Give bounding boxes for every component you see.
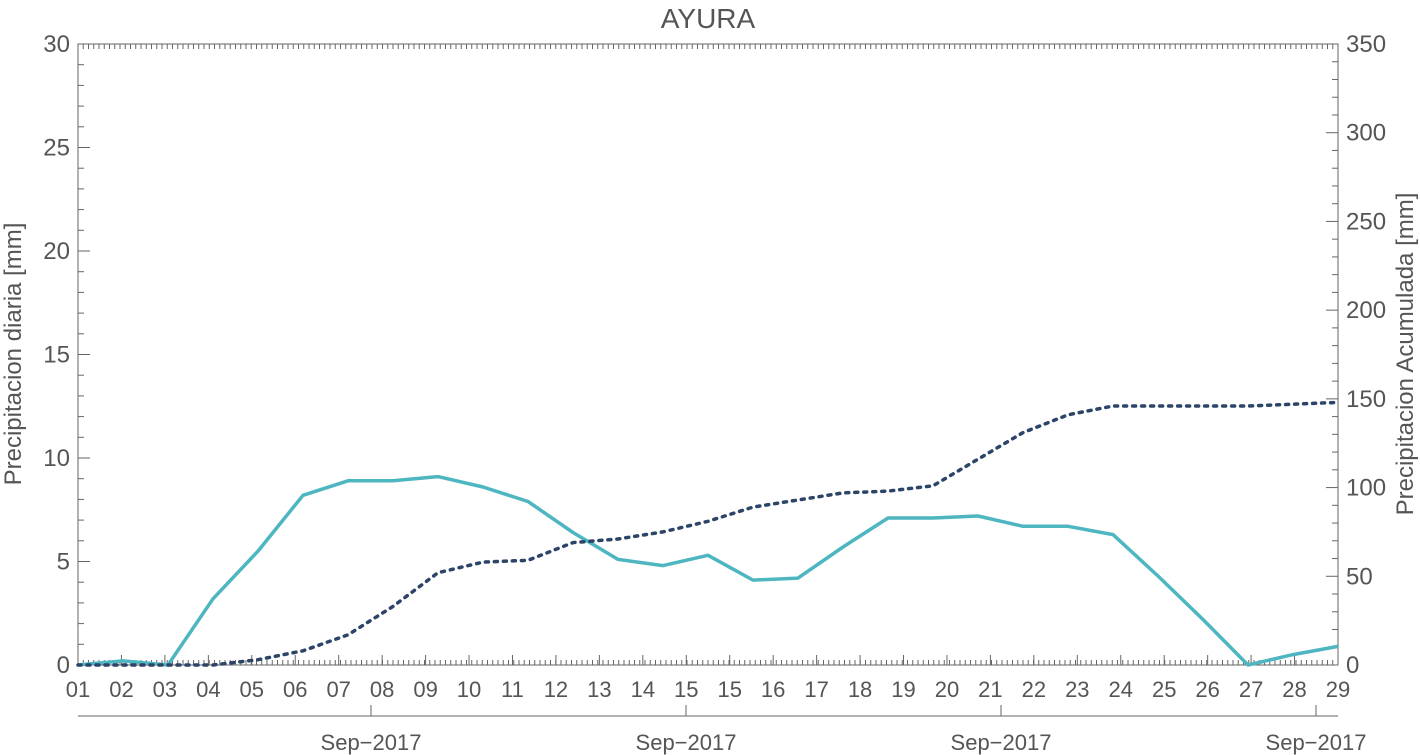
x-tick-label: 16: [761, 677, 785, 702]
x-tick-label: 19: [891, 677, 915, 702]
y-left-tick-label: 25: [43, 135, 70, 162]
x-tick-label: 27: [1239, 677, 1263, 702]
y-left-tick-label: 5: [57, 549, 70, 576]
x-tick-label: 07: [326, 677, 350, 702]
y-right-tick-label: 350: [1346, 31, 1386, 58]
y-right-tick-label: 300: [1346, 120, 1386, 147]
x-tick-label: 09: [413, 677, 437, 702]
x-tick-label: 28: [1282, 677, 1306, 702]
x-tick-label: 24: [1109, 677, 1133, 702]
month-tick-label: Sep−2017: [1266, 730, 1367, 755]
x-tick-label: 20: [935, 677, 959, 702]
x-tick-label: 21: [978, 677, 1002, 702]
y-right-tick-label: 250: [1346, 208, 1386, 235]
x-tick-label: 15: [674, 677, 698, 702]
x-tick-label: 12: [544, 677, 568, 702]
x-tick-label: 17: [804, 677, 828, 702]
x-tick-label: 01: [66, 677, 90, 702]
x-tick-label: 02: [109, 677, 133, 702]
chart-title: AYURA: [661, 3, 756, 34]
series-line-accumulated: [76, 400, 1340, 667]
x-tick-label: 23: [1065, 677, 1089, 702]
series-group: [76, 400, 1340, 667]
y-left-tick-label: 15: [43, 342, 70, 369]
x-tick-label: 18: [848, 677, 872, 702]
y-axis-label-right: Precipitacion Acumulada [mm]: [1392, 193, 1419, 516]
month-tick-label: Sep−2017: [951, 730, 1052, 755]
month-tick-label: Sep−2017: [321, 730, 422, 755]
y-right-tick-label: 50: [1346, 563, 1373, 590]
x-tick-label: 10: [457, 677, 481, 702]
x-tick-label: 26: [1195, 677, 1219, 702]
x-tick-label: 22: [1022, 677, 1046, 702]
x-tick-label: 25: [1152, 677, 1176, 702]
y-right-tick-label: 200: [1346, 297, 1386, 324]
y-right-tick-label: 100: [1346, 475, 1386, 502]
y-right-tick-label: 0: [1346, 652, 1359, 679]
x-tick-label: 11: [501, 677, 524, 702]
x-tick-label: 13: [587, 677, 611, 702]
y-axis-label-left: Precipitacion diaria [mm]: [0, 223, 27, 486]
month-tick-label: Sep−2017: [636, 730, 737, 755]
x-tick-label: 15: [717, 677, 741, 702]
y-left-tick-label: 10: [43, 445, 70, 472]
x-tick-label: 04: [196, 677, 220, 702]
plot-frame: [77, 43, 1339, 666]
y-left-tick-label: 20: [43, 238, 70, 265]
y-left-tick-label: 0: [57, 652, 70, 679]
y-right-tick-label: 150: [1346, 386, 1386, 413]
x-tick-label: 03: [153, 677, 177, 702]
x-tick-label: 05: [240, 677, 264, 702]
series-line-daily: [77, 474, 1339, 667]
y-left-tick-label: 30: [43, 31, 70, 58]
x-tick-label: 08: [370, 677, 394, 702]
x-tick-label: 29: [1326, 677, 1350, 702]
x-tick-label: 14: [631, 677, 655, 702]
x-tick-label: 06: [283, 677, 307, 702]
